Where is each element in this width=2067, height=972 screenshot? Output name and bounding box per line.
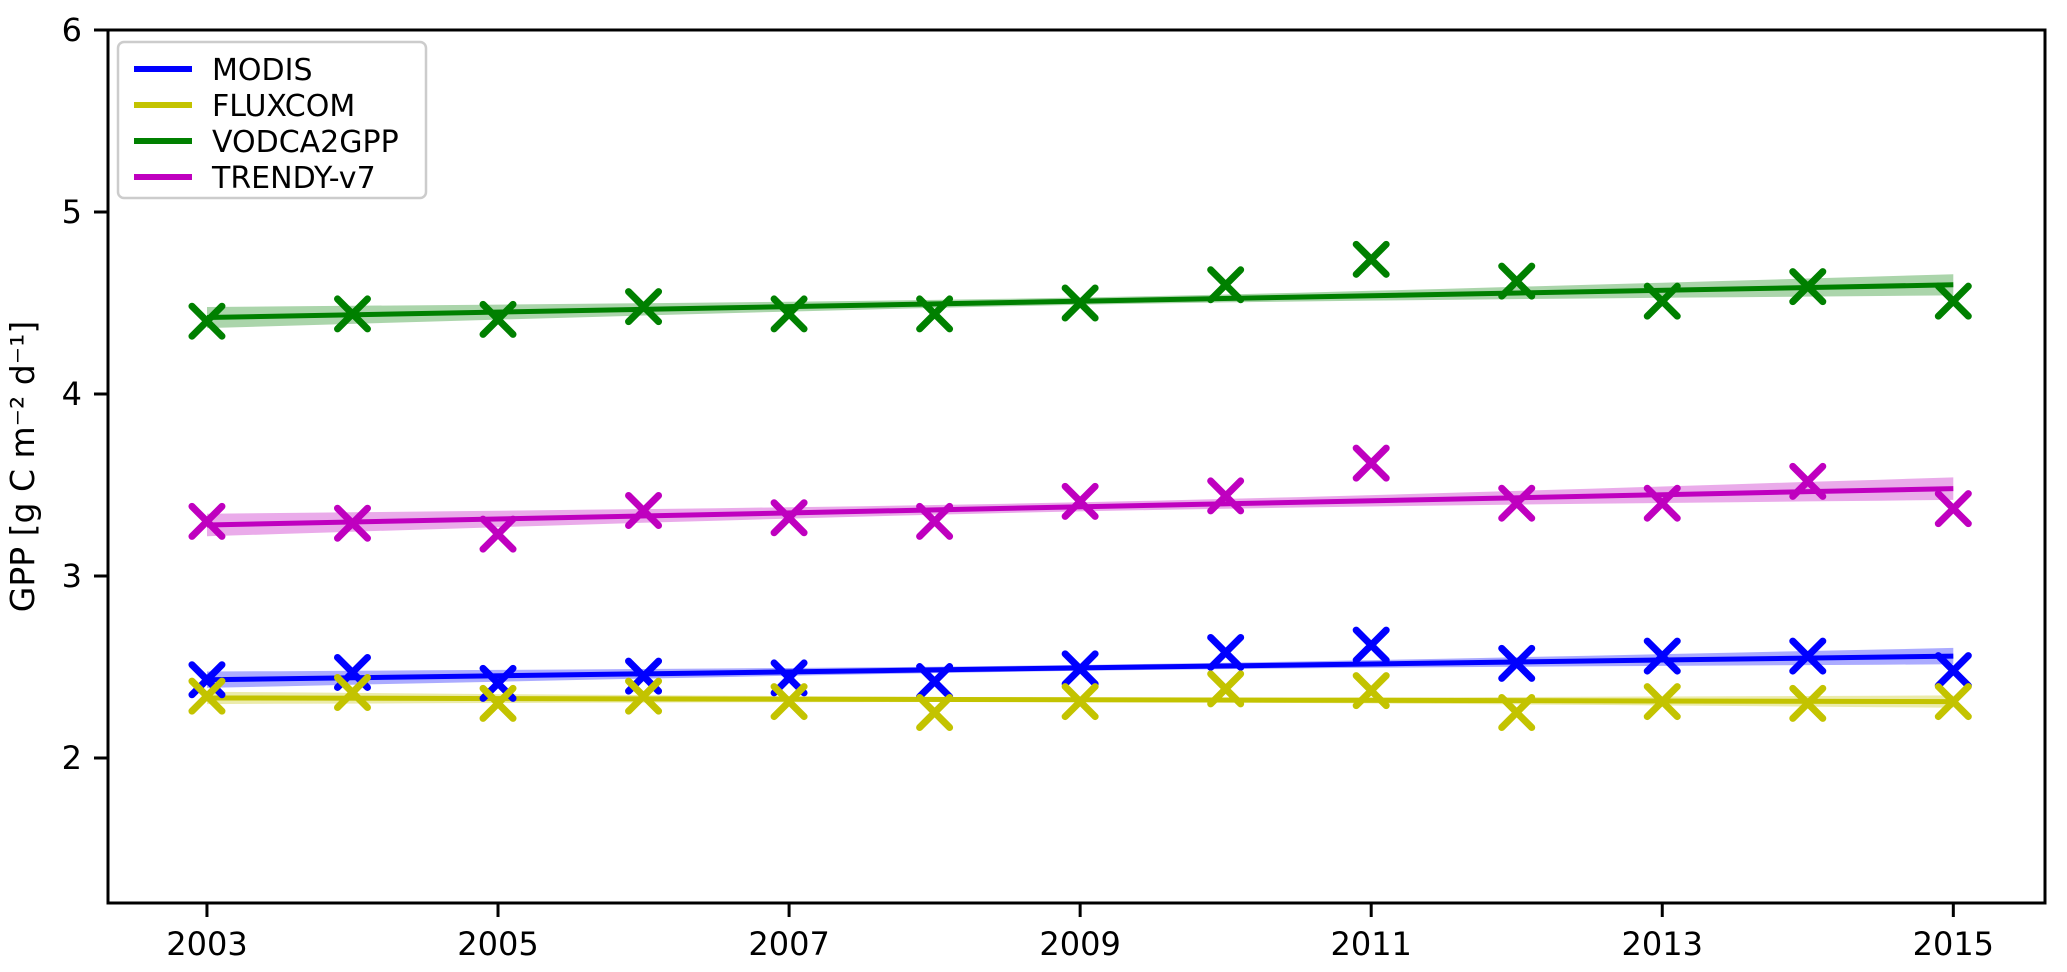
data-marker-vodca2gpp-2008	[916, 295, 954, 333]
data-marker-trendy-v7-2005	[479, 515, 517, 553]
data-marker-fluxcom-2004	[333, 673, 371, 711]
data-marker-fluxcom-2015	[1934, 683, 1972, 721]
data-marker-vodca2gpp-2012	[1498, 262, 1536, 300]
data-marker-trendy-v7-2011	[1352, 444, 1390, 482]
data-marker-vodca2gpp-2006	[625, 288, 663, 326]
data-marker-trendy-v7-2013	[1643, 484, 1681, 522]
data-marker-fluxcom-2006	[625, 677, 663, 715]
y-tick-label-2: 2	[62, 739, 82, 777]
axes-spines	[106, 28, 2047, 905]
y-tick-label-6: 6	[62, 11, 82, 49]
legend-label-trendy-v7: TRENDY-v7	[211, 161, 376, 196]
x-tick-label-2009: 2009	[1039, 925, 1120, 963]
y-tick-label-5: 5	[62, 193, 82, 231]
data-marker-trendy-v7-2012	[1498, 484, 1536, 522]
data-marker-fluxcom-2010	[1207, 670, 1245, 708]
data-marker-fluxcom-2011	[1352, 672, 1390, 710]
data-marker-trendy-v7-2008	[916, 502, 954, 540]
data-marker-vodca2gpp-2010	[1207, 266, 1245, 304]
data-marker-modis-2009	[1061, 650, 1099, 688]
data-marker-vodca2gpp-2003	[188, 302, 226, 340]
data-marker-vodca2gpp-2014	[1789, 268, 1827, 306]
legend-label-vodca2gpp: VODCA2GPP	[212, 125, 399, 160]
data-marker-fluxcom-2007	[770, 683, 808, 721]
x-tick-label-2011: 2011	[1330, 925, 1411, 963]
data-marker-modis-2014	[1789, 637, 1827, 675]
data-marker-fluxcom-2013	[1643, 683, 1681, 721]
data-marker-trendy-v7-2003	[188, 502, 226, 540]
data-marker-trendy-v7-2004	[333, 504, 371, 542]
data-marker-vodca2gpp-2009	[1061, 284, 1099, 322]
data-marker-fluxcom-2003	[188, 677, 226, 715]
x-tick-label-2013: 2013	[1622, 925, 1703, 963]
data-marker-modis-2013	[1643, 637, 1681, 675]
x-tick-label-2007: 2007	[748, 925, 829, 963]
data-marker-fluxcom-2008	[916, 694, 954, 731]
data-marker-vodca2gpp-2004	[333, 295, 371, 333]
x-tick-label-2015: 2015	[1913, 925, 1994, 963]
y-tick-label-4: 4	[62, 375, 82, 413]
data-marker-modis-2012	[1498, 644, 1536, 682]
legend-label-modis: MODIS	[212, 53, 313, 88]
data-marker-fluxcom-2005	[479, 684, 517, 722]
data-marker-modis-2011	[1352, 626, 1390, 664]
data-marker-trendy-v7-2007	[770, 499, 808, 537]
legend-box	[116, 40, 428, 200]
data-marker-modis-2010	[1207, 633, 1245, 671]
data-marker-vodca2gpp-2007	[770, 295, 808, 333]
data-marker-trendy-v7-2010	[1207, 477, 1245, 515]
data-marker-fluxcom-2009	[1061, 683, 1099, 721]
data-marker-fluxcom-2014	[1789, 684, 1827, 722]
data-marker-vodca2gpp-2005	[479, 300, 517, 338]
data-marker-vodca2gpp-2015	[1934, 282, 1972, 320]
trend-line-trendy-v7	[206, 486, 1954, 528]
data-marker-modis-2008	[916, 663, 954, 701]
data-marker-trendy-v7-2014	[1789, 462, 1827, 500]
data-marker-fluxcom-2012	[1498, 694, 1536, 731]
x-tick-label-2003: 2003	[166, 925, 247, 963]
y-tick-label-3: 3	[62, 557, 82, 595]
y-axis-label: GPP [g C m⁻² d⁻¹]	[3, 321, 42, 612]
data-marker-vodca2gpp-2013	[1643, 282, 1681, 320]
legend-label-fluxcom: FLUXCOM	[212, 89, 355, 124]
x-tick-label-2005: 2005	[457, 925, 538, 963]
data-marker-trendy-v7-2006	[625, 491, 663, 529]
data-marker-modis-2015	[1934, 652, 1972, 690]
data-marker-trendy-v7-2009	[1061, 482, 1099, 520]
data-marker-vodca2gpp-2011	[1352, 240, 1390, 278]
data-marker-trendy-v7-2015	[1934, 490, 1972, 528]
